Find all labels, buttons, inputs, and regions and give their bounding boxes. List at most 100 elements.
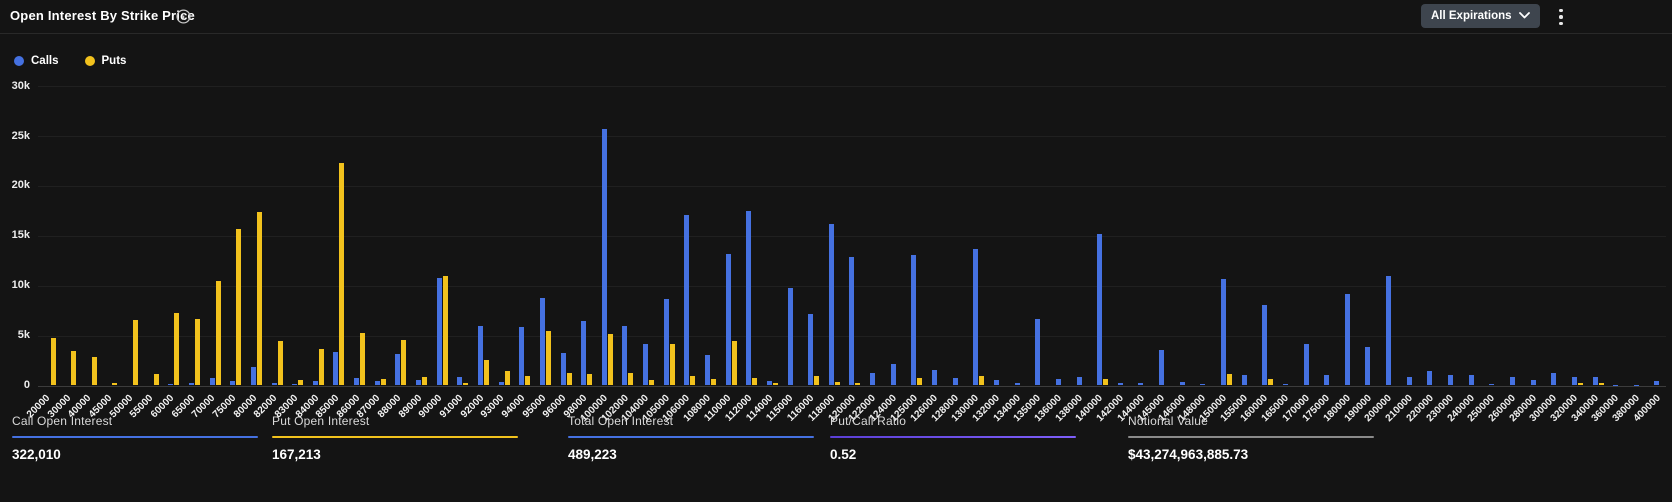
bar-calls-138000[interactable] [1076, 376, 1082, 386]
bar-puts-320000[interactable] [1577, 382, 1583, 386]
bar-calls-148000[interactable] [1200, 384, 1206, 386]
bar-puts-60000[interactable] [174, 312, 180, 386]
bar-calls-93000[interactable] [498, 381, 504, 386]
bar-calls-220000[interactable] [1427, 370, 1433, 386]
bar-calls-132000[interactable] [993, 379, 999, 386]
bar-puts-150000[interactable] [1226, 373, 1232, 386]
bar-calls-180000[interactable] [1344, 293, 1350, 386]
bar-puts-92000[interactable] [483, 359, 489, 386]
bar-puts-125000[interactable] [917, 377, 923, 386]
bar-calls-98000[interactable] [581, 320, 587, 386]
bar-calls-124000[interactable] [890, 363, 896, 386]
bar-puts-104000[interactable] [649, 379, 655, 386]
bar-puts-98000[interactable] [587, 373, 593, 386]
bar-calls-87000[interactable] [374, 380, 380, 386]
bar-puts-55000[interactable] [153, 373, 159, 386]
bar-calls-125000[interactable] [911, 254, 917, 386]
bar-calls-230000[interactable] [1448, 374, 1454, 386]
bar-calls-94000[interactable] [519, 326, 525, 386]
bar-calls-86000[interactable] [354, 377, 360, 386]
kebab-menu-button[interactable] [1552, 5, 1570, 29]
bar-puts-40000[interactable] [91, 357, 97, 386]
bar-puts-116000[interactable] [814, 375, 820, 386]
bar-calls-380000[interactable] [1633, 384, 1639, 386]
bar-calls-280000[interactable] [1530, 379, 1536, 386]
bar-calls-95000[interactable] [539, 297, 545, 386]
bar-calls-80000[interactable] [250, 366, 256, 386]
bar-calls-134000[interactable] [1014, 382, 1020, 386]
bar-puts-83000[interactable] [298, 379, 304, 386]
bar-puts-114000[interactable] [772, 382, 778, 386]
bar-puts-45000[interactable] [112, 382, 118, 386]
bar-calls-91000[interactable] [457, 376, 463, 386]
bar-calls-145000[interactable] [1159, 349, 1165, 386]
bar-calls-200000[interactable] [1386, 275, 1392, 386]
bar-calls-210000[interactable] [1406, 377, 1412, 386]
bar-calls-155000[interactable] [1241, 374, 1247, 386]
bar-puts-90000[interactable] [442, 275, 448, 386]
bar-puts-106000[interactable] [690, 375, 696, 386]
bar-calls-83000[interactable] [292, 384, 298, 386]
bar-calls-96000[interactable] [560, 352, 566, 386]
bar-calls-136000[interactable] [1055, 378, 1061, 386]
bar-puts-85000[interactable] [339, 162, 345, 386]
bar-calls-122000[interactable] [870, 372, 876, 386]
bar-puts-94000[interactable] [525, 375, 531, 386]
bar-puts-110000[interactable] [731, 340, 737, 386]
bar-calls-110000[interactable] [725, 253, 731, 386]
bar-puts-80000[interactable] [256, 211, 262, 386]
bar-puts-65000[interactable] [194, 318, 200, 386]
bar-puts-30000[interactable] [71, 350, 77, 386]
bar-calls-82000[interactable] [271, 382, 277, 386]
bar-calls-135000[interactable] [1035, 318, 1041, 386]
bar-calls-84000[interactable] [312, 380, 318, 386]
bar-calls-140000[interactable] [1097, 233, 1103, 386]
bar-calls-150000[interactable] [1220, 278, 1226, 386]
legend-item-calls[interactable]: Calls [14, 55, 59, 67]
bar-calls-170000[interactable] [1303, 343, 1309, 386]
bar-calls-165000[interactable] [1282, 384, 1288, 386]
bar-calls-90000[interactable] [436, 277, 442, 386]
bar-calls-320000[interactable] [1571, 376, 1577, 386]
bar-puts-84000[interactable] [318, 348, 324, 386]
bar-calls-102000[interactable] [622, 325, 628, 386]
bar-calls-240000[interactable] [1468, 375, 1474, 386]
bar-calls-112000[interactable] [746, 210, 752, 386]
bar-calls-115000[interactable] [787, 287, 793, 386]
bar-puts-50000[interactable] [133, 319, 139, 386]
bar-puts-130000[interactable] [979, 375, 985, 386]
bar-puts-96000[interactable] [566, 372, 572, 386]
bar-puts-100000[interactable] [607, 333, 613, 386]
legend-item-puts[interactable]: Puts [84, 55, 126, 67]
bar-puts-91000[interactable] [463, 383, 469, 386]
bar-calls-142000[interactable] [1117, 382, 1123, 386]
bar-calls-260000[interactable] [1509, 376, 1515, 386]
bar-calls-160000[interactable] [1262, 304, 1268, 386]
bar-puts-105000[interactable] [669, 343, 675, 386]
bar-calls-340000[interactable] [1592, 376, 1598, 386]
bar-calls-100000[interactable] [601, 129, 607, 386]
bar-calls-108000[interactable] [704, 354, 710, 386]
bar-calls-190000[interactable] [1365, 346, 1371, 386]
bar-puts-70000[interactable] [215, 280, 221, 386]
bar-puts-87000[interactable] [380, 378, 386, 386]
bar-calls-400000[interactable] [1654, 380, 1660, 386]
bar-calls-70000[interactable] [209, 377, 215, 386]
expirations-dropdown[interactable]: All Expirations [1421, 4, 1540, 28]
bar-calls-146000[interactable] [1179, 382, 1185, 386]
bar-puts-120000[interactable] [855, 382, 861, 386]
bar-calls-92000[interactable] [477, 325, 483, 386]
bar-puts-102000[interactable] [628, 372, 634, 386]
bar-calls-116000[interactable] [808, 313, 814, 386]
bar-puts-20000[interactable] [50, 337, 56, 386]
bar-calls-105000[interactable] [663, 298, 669, 386]
bar-calls-85000[interactable] [333, 351, 339, 386]
bar-calls-65000[interactable] [188, 382, 194, 386]
bar-calls-60000[interactable] [168, 383, 174, 386]
bar-calls-175000[interactable] [1324, 374, 1330, 386]
bar-puts-118000[interactable] [834, 381, 840, 386]
bar-puts-95000[interactable] [545, 330, 551, 386]
bar-calls-104000[interactable] [643, 343, 649, 386]
bar-calls-128000[interactable] [952, 377, 958, 386]
bar-calls-126000[interactable] [932, 369, 938, 386]
